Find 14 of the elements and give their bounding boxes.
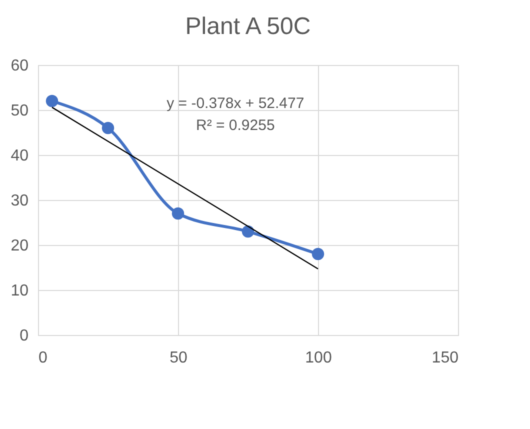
annotation: R² = 0.9255 bbox=[196, 116, 275, 134]
x-tick-label: 100 bbox=[305, 350, 332, 366]
x-tick-label: 0 bbox=[38, 350, 48, 366]
x-tick-label: 50 bbox=[170, 350, 188, 366]
y-tick-label: 20 bbox=[10, 238, 29, 254]
y-tick-label: 10 bbox=[10, 282, 29, 300]
y-tick-label: 0 bbox=[20, 328, 29, 344]
chart-title: Plant A 50C bbox=[185, 13, 311, 40]
annotation: y = -0.378x + 52.477 bbox=[166, 94, 304, 112]
y-tick-label: 40 bbox=[10, 148, 29, 164]
y-tick-label: 30 bbox=[10, 192, 29, 210]
y-tick-label: 60 bbox=[10, 58, 29, 74]
x-tick-label: 150 bbox=[432, 350, 459, 366]
y-tick-label: 50 bbox=[10, 102, 29, 120]
